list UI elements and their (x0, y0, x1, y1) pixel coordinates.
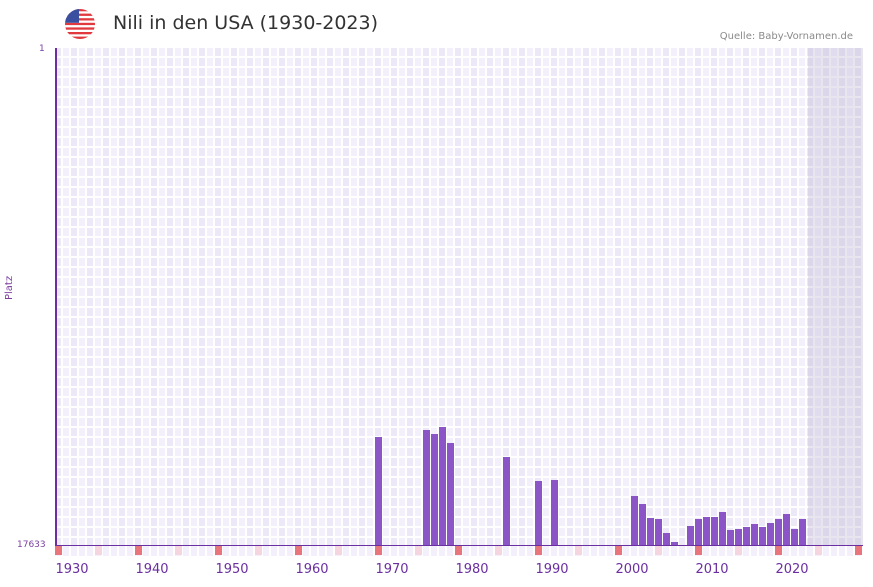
year-marker-1958 (295, 546, 302, 555)
us-flag-icon (65, 9, 95, 39)
plot-area (55, 48, 863, 545)
bar-1975[interactable] (431, 433, 438, 545)
bar-2011[interactable] (719, 511, 726, 545)
bar-1990[interactable] (551, 479, 558, 545)
bar-2001[interactable] (639, 503, 646, 545)
source-label: Quelle: Baby-Vornamen.de (719, 31, 853, 42)
xtick-1950: 1950 (215, 562, 249, 577)
bar-2019[interactable] (783, 513, 790, 545)
bar-2004[interactable] (663, 532, 670, 545)
year-marker-2013 (735, 546, 742, 555)
year-marker-1978 (455, 546, 462, 555)
bar-2010[interactable] (711, 516, 718, 545)
year-marker-1933 (95, 546, 102, 555)
bar-2014[interactable] (743, 526, 750, 545)
bar-2021[interactable] (799, 518, 806, 545)
future-shade (808, 48, 863, 545)
bar-1988[interactable] (535, 480, 542, 545)
year-marker-1928 (55, 546, 62, 555)
bar-1968[interactable] (375, 436, 382, 545)
bar-2017[interactable] (767, 522, 774, 545)
bar-2012[interactable] (727, 529, 734, 545)
bar-2000[interactable] (631, 495, 638, 545)
bar-2005[interactable] (671, 541, 678, 545)
bar-1984[interactable] (503, 456, 510, 545)
bar-2016[interactable] (759, 526, 766, 545)
year-marker-1988 (535, 546, 542, 555)
bar-2020[interactable] (791, 528, 798, 545)
year-marker-1968 (375, 546, 382, 555)
xtick-1980: 1980 (455, 562, 489, 577)
x-axis-line (55, 545, 863, 547)
year-marker-1983 (495, 546, 502, 555)
grid (55, 48, 863, 545)
year-marker-1948 (215, 546, 222, 555)
bar-2007[interactable] (687, 525, 694, 545)
chart-title: Nili in den USA (1930-2023) (113, 12, 379, 34)
bar-2008[interactable] (695, 518, 702, 545)
bar-2009[interactable] (703, 516, 710, 545)
xtick-1960: 1960 (295, 562, 329, 577)
year-marker-1953 (255, 546, 262, 555)
ytick-top: 1 (39, 44, 45, 54)
bar-2003[interactable] (655, 518, 662, 545)
year-marker-2028 (855, 546, 862, 555)
year-marker-1963 (335, 546, 342, 555)
bar-1977[interactable] (447, 442, 454, 545)
bar-2002[interactable] (647, 517, 654, 545)
ytick-bottom: 17633 (17, 540, 46, 550)
decade-markers (55, 546, 863, 556)
year-marker-2003 (655, 546, 662, 555)
y-axis-line (55, 48, 57, 546)
year-marker-1938 (135, 546, 142, 555)
bar-2013[interactable] (735, 528, 742, 545)
bar-1976[interactable] (439, 427, 446, 545)
year-marker-1973 (415, 546, 422, 555)
bar-1974[interactable] (423, 429, 430, 545)
year-marker-2018 (775, 546, 782, 555)
y-axis-label: Platz (4, 275, 15, 300)
year-marker-2023 (815, 546, 822, 555)
year-marker-1943 (175, 546, 182, 555)
xtick-1940: 1940 (135, 562, 169, 577)
bar-2015[interactable] (751, 523, 758, 545)
year-marker-1993 (575, 546, 582, 555)
xtick-2010: 2010 (695, 562, 729, 577)
xtick-1970: 1970 (375, 562, 409, 577)
xtick-2020: 2020 (775, 562, 809, 577)
bar-2018[interactable] (775, 518, 782, 545)
year-marker-2008 (695, 546, 702, 555)
year-marker-1998 (615, 546, 622, 555)
xtick-2000: 2000 (615, 562, 649, 577)
xtick-1990: 1990 (535, 562, 569, 577)
xtick-1930: 1930 (55, 562, 89, 577)
